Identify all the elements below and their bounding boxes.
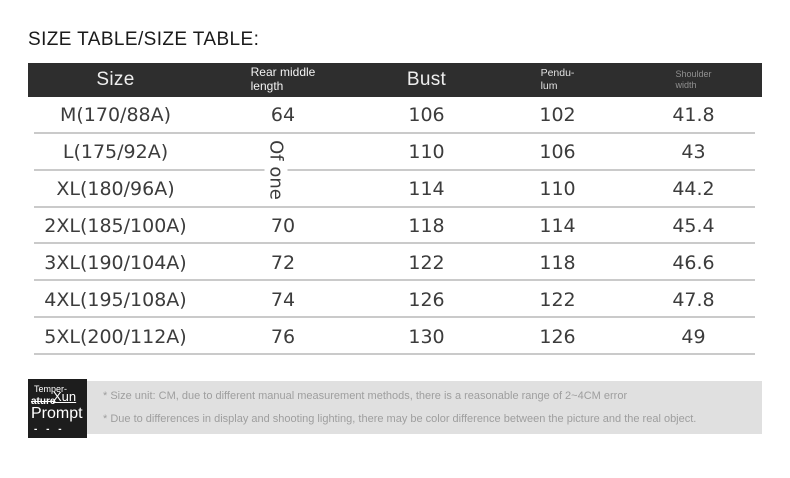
cell-pendulum: 106 — [539, 141, 576, 164]
cell-pendulum: 118 — [539, 251, 576, 274]
cell-size: XL(180/96A) — [56, 178, 175, 201]
column-header-shoulder-width: Shoulder width — [675, 68, 712, 90]
cell-pendulum: 114 — [539, 215, 576, 237]
cell-shoulder-width: 43 — [681, 141, 706, 164]
cell-bust: 114 — [408, 178, 445, 201]
cell-rear-middle-length: 70 — [270, 215, 296, 237]
table-row-2xl: 2XL(185/100A) 70 118 114 45.4 — [28, 208, 762, 245]
cell-shoulder-width: 44.2 — [672, 178, 715, 201]
notes-panel: * Size unit: CM, due to different manual… — [28, 381, 762, 434]
cell-rear-middle-length: 74 — [270, 288, 296, 311]
table-body: M(170/88A) 64 106 102 41.8 L(175/92A) 11… — [28, 97, 762, 355]
table-row-l: L(175/92A) 110 106 43 — [28, 134, 762, 171]
table-row-m: M(170/88A) 64 106 102 41.8 — [28, 97, 762, 134]
cell-rear-middle-length: 72 — [270, 251, 296, 274]
prompt-word-temper: Temper- — [34, 384, 68, 394]
prompt-dashes: - - - — [34, 424, 65, 435]
cell-pendulum: 122 — [539, 288, 576, 311]
cell-shoulder-width: 49 — [681, 325, 706, 348]
column-header-bust: Bust — [406, 69, 447, 90]
cell-shoulder-width: 47.8 — [672, 288, 715, 311]
cell-bust: 110 — [408, 141, 445, 164]
cell-rear-middle-length: 64 — [270, 104, 296, 127]
cell-pendulum: 110 — [539, 178, 576, 201]
note-size-unit: * Size unit: CM, due to different manual… — [103, 390, 628, 402]
cell-size: 4XL(195/108A) — [44, 288, 187, 311]
cell-size: 2XL(185/100A) — [44, 215, 187, 237]
cell-pendulum: 126 — [539, 325, 576, 348]
cell-bust: 122 — [408, 251, 445, 274]
column-header-pendulum: Pendu-lum — [540, 67, 575, 92]
column-header-size: Size — [96, 69, 135, 90]
note-color-difference: * Due to differences in display and shoo… — [103, 413, 697, 425]
prompt-word-xun: Xun — [53, 389, 77, 404]
page-title: SIZE TABLE/SIZE TABLE: — [28, 29, 260, 50]
cell-size: M(170/88A) — [59, 104, 172, 127]
table-row-3xl: 3XL(190/104A) 72 122 118 46.6 — [28, 244, 762, 282]
prompt-badge: Temper- ature Xun Prompt - - - — [28, 379, 87, 438]
table-row-xl: XL(180/96A) 114 110 44.2 — [28, 171, 762, 208]
table-row-5xl: 5XL(200/112A) 76 130 126 49 — [28, 318, 762, 355]
prompt-word-prompt: Prompt — [31, 405, 83, 422]
prompt-word-ature: ature — [31, 396, 56, 407]
cell-shoulder-width: 45.4 — [672, 215, 715, 237]
table-row-4xl: 4XL(195/108A) 74 126 122 47.8 — [28, 281, 762, 319]
cell-size: L(175/92A) — [62, 141, 169, 164]
cell-rear-middle-length: 76 — [270, 325, 296, 348]
cell-bust: 126 — [408, 288, 445, 311]
cell-shoulder-width: 41.8 — [672, 104, 715, 127]
cell-size: 5XL(200/112A) — [44, 325, 187, 348]
cell-size: 3XL(190/104A) — [44, 251, 187, 274]
cell-pendulum: 102 — [539, 104, 576, 127]
table-header-row: Size Rear middle length Bust Pendu-lum Sh… — [28, 63, 762, 97]
cell-bust: 106 — [408, 104, 445, 127]
cell-bust: 118 — [408, 215, 445, 237]
cell-bust: 130 — [408, 325, 445, 348]
merged-cell-rotated-text: Of one — [264, 136, 288, 204]
size-table: Size Rear middle length Bust Pendu-lum Sh… — [28, 63, 762, 355]
cell-shoulder-width: 46.6 — [672, 251, 715, 274]
column-header-rear-middle-length: Rear middle length — [250, 65, 316, 93]
